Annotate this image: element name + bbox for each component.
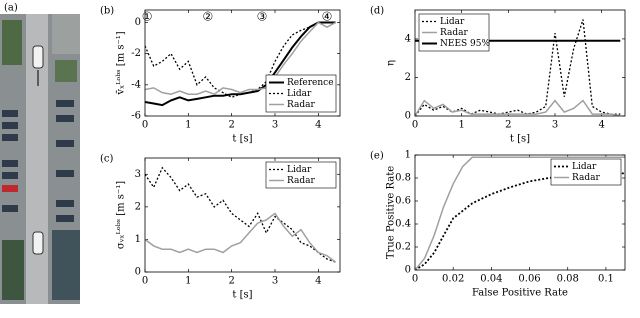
y-axis-label: η [386,60,397,66]
panel-label: (d) [370,6,384,17]
series-line [415,19,621,116]
trees [55,60,77,82]
trees [2,240,24,300]
series-line [415,156,625,270]
x-tick-label: 3 [552,120,558,131]
y-axis-label: σᵥₓᴸᵒᵇˢ [m s⁻¹] [116,181,127,249]
series-line [415,99,621,116]
x-tick-label: 2 [228,120,234,131]
red-car [2,185,18,192]
legend-box [550,158,622,186]
aerial-image [0,14,80,304]
x-tick-label: 4 [598,120,604,131]
legend-box [265,161,337,189]
ego-car [32,45,44,69]
plot-frame [414,154,626,271]
plot-frame [144,157,341,273]
series-line [145,166,336,263]
y-tick-label: 0 [405,265,411,276]
trees [52,230,80,300]
y-tick-label: 0.2 [395,242,411,253]
x-tick-label: 1 [185,276,191,287]
legend-label: Radar [572,173,600,183]
y-tick-label: 1 [135,234,141,245]
x-tick-label: 2 [228,276,234,287]
legend-label: Lidar [440,17,465,27]
x-tick-label: 3 [272,276,278,287]
panel-label: (c) [100,154,114,165]
y-tick-label: 1 [405,150,411,161]
y-axis-label: v̄ₓᴸᵒᵇˢ [m s⁻¹] [116,31,127,95]
x-tick-label: 4 [315,120,321,131]
series-line [415,172,625,270]
y-tick-label: 0.8 [395,173,411,184]
plot-frame [414,9,626,117]
legend-label: NEES 95% [440,39,490,49]
y-tick-label: 3 [135,169,141,180]
y-tick-label: 2 [135,201,141,212]
x-tick-label: 0 [142,120,148,131]
x-axis-label: t [s] [510,134,530,145]
y-tick-label: 0.4 [395,219,411,230]
x-tick-label: 3 [272,120,278,131]
y-axis-label: True Positive Rate [386,166,397,259]
y-tick-label: 0 [405,111,411,122]
x-tick-label: 1 [458,120,464,131]
legend-label: Lidar [287,165,312,175]
target-car [32,231,44,255]
parking [52,14,80,54]
annotation: ② [202,10,213,24]
x-axis-label: t [s] [232,134,252,145]
legend-label: Radar [440,28,468,38]
x-axis-label: False Positive Rate [472,288,568,299]
series-line [145,212,337,263]
road [26,14,48,304]
x-tick-label: 0 [412,274,418,285]
legend-label: Lidar [572,162,597,172]
y-tick-label: 0 [135,267,141,278]
x-tick-label: 4 [315,276,321,287]
trees [2,20,22,65]
y-tick-label: 0 [135,17,141,28]
x-tick-label: 0.08 [557,274,579,285]
x-tick-label: 0 [142,276,148,287]
y-tick-label: -2 [131,48,141,59]
legend-label: Lidar [287,89,312,99]
x-tick-label: 0.04 [480,274,502,285]
panel-label: (a) [4,3,18,14]
panel-label: (b) [100,6,114,17]
x-tick-label: 0 [412,120,418,131]
legend-label: Radar [287,176,315,186]
annotation: ① [142,10,153,24]
x-tick-label: 2 [505,120,511,131]
x-tick-label: 0.1 [598,274,614,285]
legend-label: Radar [287,100,315,110]
annotation: ③ [257,10,268,24]
y-tick-label: 2 [405,72,411,83]
panel-label: (e) [370,151,384,162]
y-tick-label: -6 [131,111,141,122]
x-tick-label: 1 [185,120,191,131]
legend-label: Reference [287,78,334,88]
y-tick-label: 0.6 [395,196,411,207]
plot-frame [144,9,341,117]
annotation: ④ [322,10,333,24]
series-line [145,21,336,99]
y-tick-label: -4 [131,79,141,90]
series-line [145,21,337,96]
y-tick-label: 4 [405,33,411,44]
x-axis-label: t [s] [232,290,252,301]
parked-cars [2,100,74,222]
x-tick-label: 0.02 [442,274,464,285]
x-tick-label: 0.06 [518,274,540,285]
